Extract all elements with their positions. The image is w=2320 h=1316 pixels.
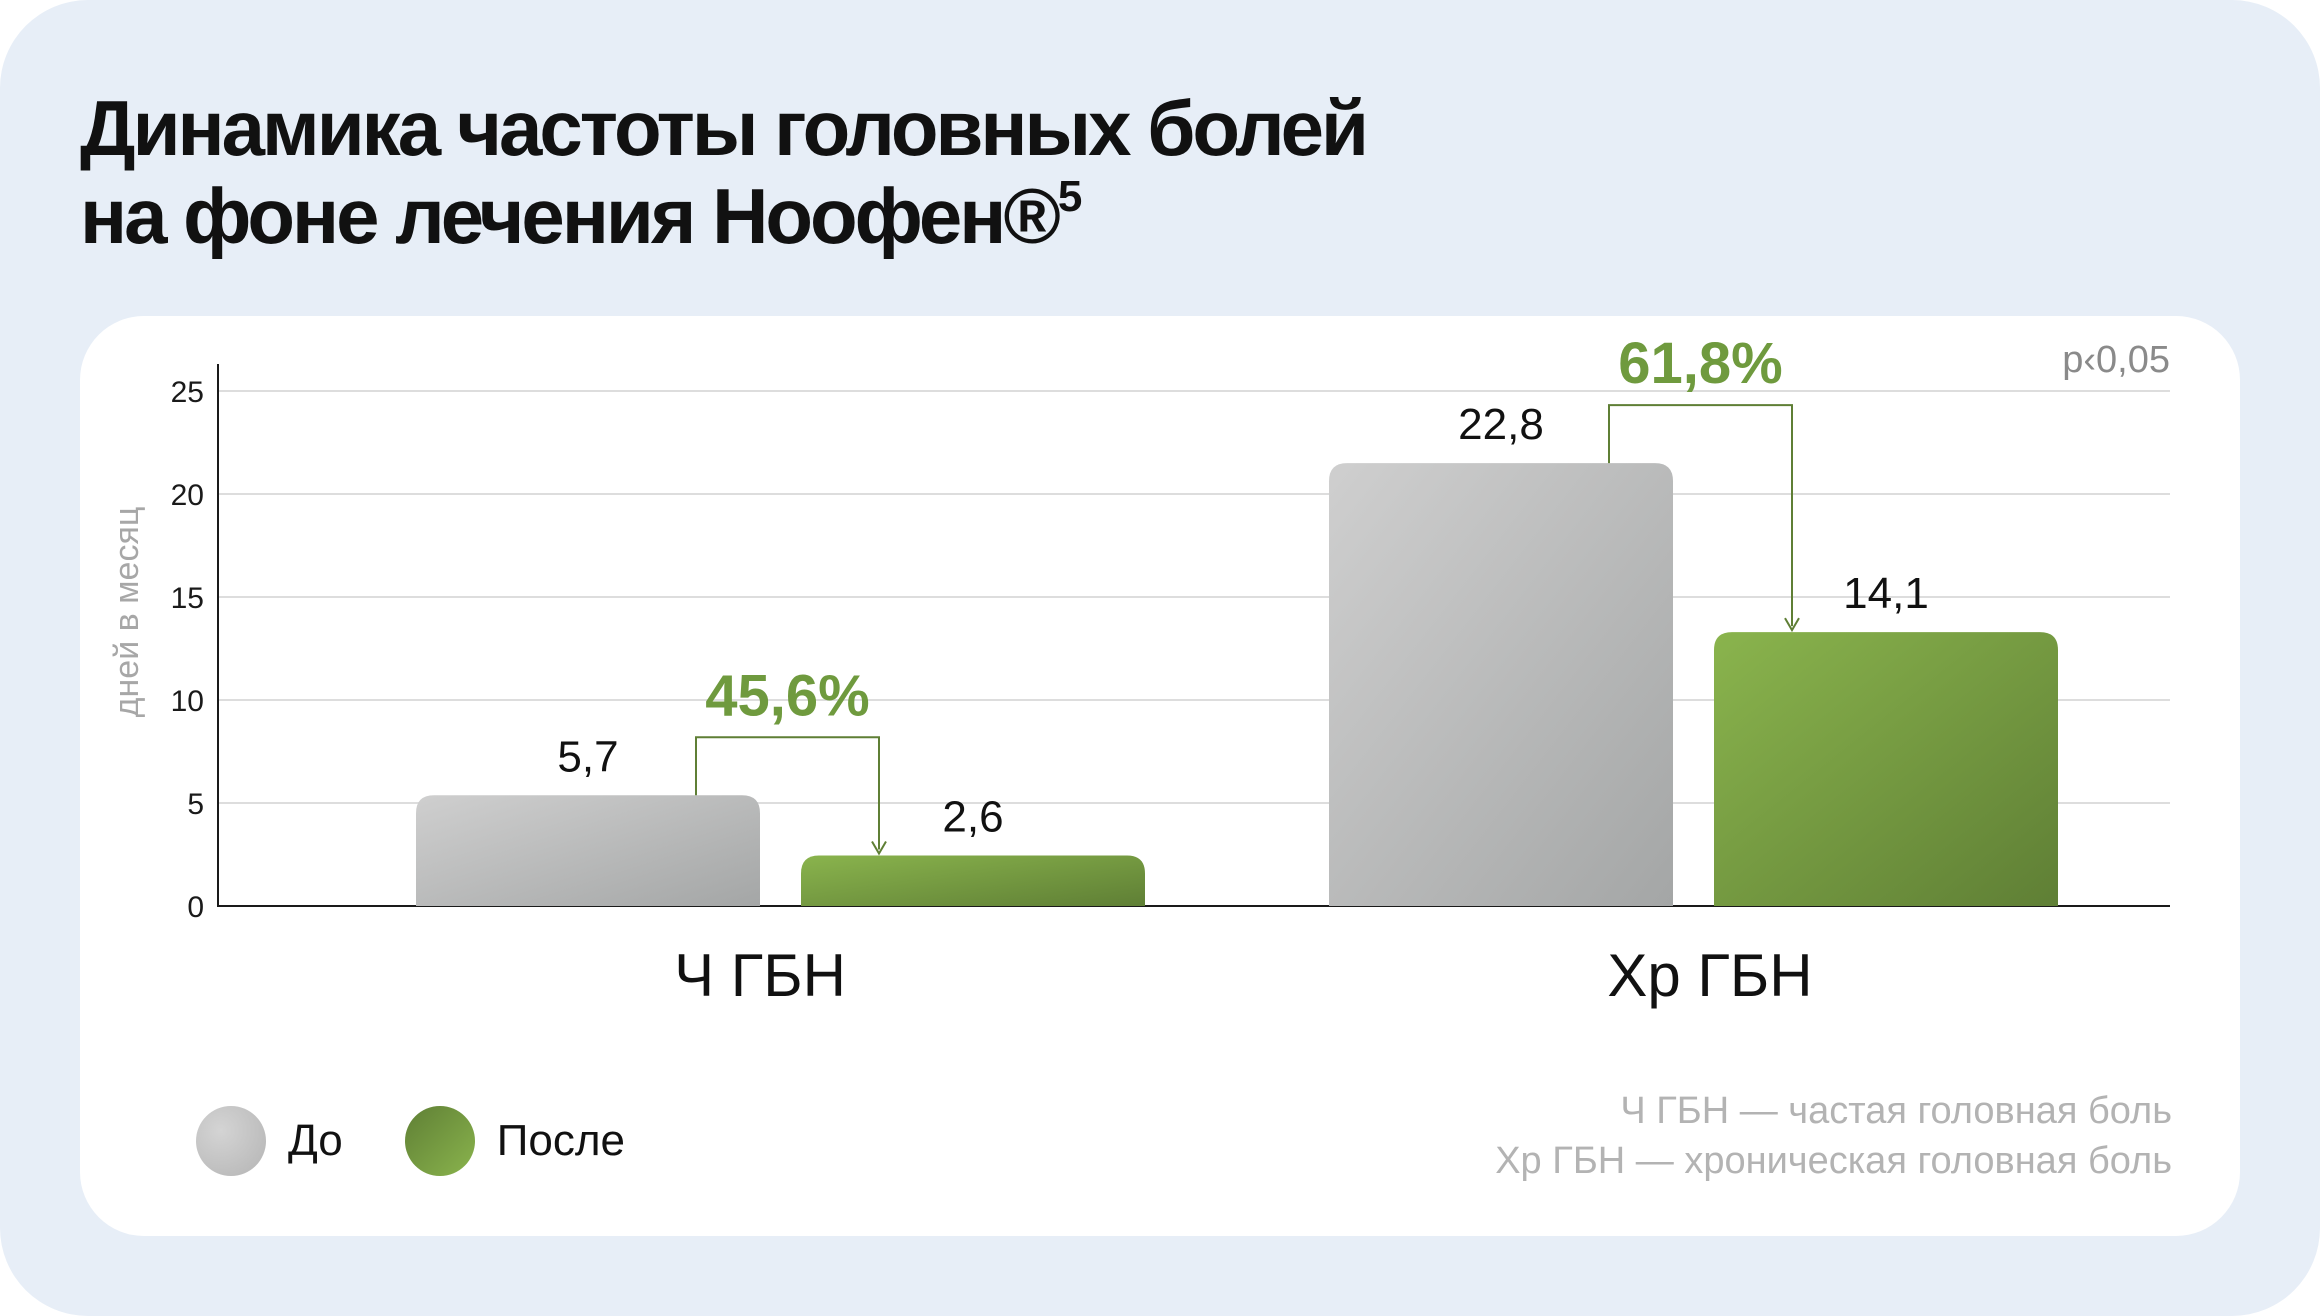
labels: 0 5 10 15 20 25 5,7 2,6 45,6% Ч ГБН 22,8 14,1 61,8% Х…	[171, 331, 1929, 1009]
title-line-1: Динамика частоты головных болей	[80, 84, 1369, 172]
note-line-2: Хр ГБН — хроническая головная боль	[1495, 1140, 2172, 1182]
y-tick-label-15: 15	[171, 582, 204, 615]
reduction-bracket-2	[1608, 404, 1793, 627]
title-line-2: на фоне лечения Ноофен®5	[80, 172, 1366, 260]
page-title: Динамика частоты головных болей на фоне …	[80, 84, 1369, 260]
title-line-2-text: на фоне лечения Ноофен®	[80, 172, 1061, 260]
bar-before-2	[1329, 463, 1673, 906]
note-line-1: Ч ГБН — частая головная боль	[1620, 1090, 2172, 1132]
bar-after-2	[1714, 632, 2058, 906]
legend-swatch-after	[404, 1106, 475, 1176]
bar-after-1	[801, 855, 1145, 906]
reduction-label-2: 61,8%	[1618, 331, 1782, 396]
y-tick-label-5: 5	[187, 788, 204, 821]
legend-item-after: После	[404, 1106, 626, 1176]
legend-label-before: До	[288, 1116, 343, 1165]
y-tick-label-0: 0	[187, 891, 204, 924]
reduction-label-1: 45,6%	[705, 663, 869, 728]
p-value: p‹0,05	[2062, 339, 2170, 381]
value-label-after-1: 2,6	[942, 792, 1003, 841]
legend-item-before: До	[196, 1106, 343, 1176]
reduction-arrowhead-2	[1784, 617, 1800, 633]
x-category-label-1: Ч ГБН	[674, 942, 846, 1009]
bar-chart: 0 5 10 15 20 25 5,7 2,6 45,6% Ч ГБН 22,8 14,1 61,8% Х…	[108, 331, 2170, 1009]
legend-swatch-before	[196, 1106, 266, 1176]
legend-label-after: После	[496, 1116, 626, 1165]
y-tick-label-10: 10	[171, 685, 204, 718]
abbreviation-notes: Ч ГБН — частая головная боль Хр ГБН — хр…	[1495, 1086, 2172, 1186]
x-category-label-2: Хр ГБН	[1607, 942, 1812, 1009]
bars	[416, 463, 2058, 906]
value-label-after-2: 14,1	[1843, 569, 1929, 618]
value-label-before-1: 5,7	[557, 732, 618, 781]
y-axis-label: дней в месяц	[108, 507, 146, 718]
legend: До После	[196, 1106, 687, 1176]
title-footnote: 5	[1057, 172, 1083, 221]
value-label-before-2: 22,8	[1458, 400, 1544, 449]
y-tick-label-20: 20	[171, 479, 204, 512]
y-tick-label-25: 25	[171, 376, 204, 409]
reduction-arrowhead-1	[871, 840, 887, 856]
chart-card: 0 5 10 15 20 25 5,7 2,6 45,6% Ч ГБН 22,8 14,1 61,8% Х…	[80, 316, 2240, 1236]
bar-before-1	[416, 795, 760, 906]
reduction-bracket-1	[695, 736, 880, 850]
